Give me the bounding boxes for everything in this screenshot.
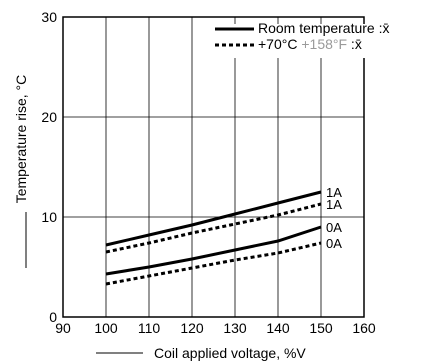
series-label-2: 1A: [326, 197, 342, 212]
series-line-4: [105, 241, 322, 286]
legend-label-1: Room temperature :x̄: [258, 20, 390, 36]
plot-border: [62, 16, 365, 318]
axis-ticks: 90 100 110 120 130 140 150 160 0 10 20 30: [41, 9, 375, 336]
y-tick-label-20: 20: [41, 109, 57, 125]
x-tick-label-140: 140: [266, 320, 290, 336]
x-tick-label-120: 120: [180, 320, 204, 336]
x-tick-label-100: 100: [94, 320, 118, 336]
y-tick-label-10: 10: [41, 209, 57, 225]
x-tick-label-110: 110: [138, 320, 161, 336]
legend: Room temperature :x̄+70°C +158°F :x̄: [211, 20, 407, 58]
series-label-3: 0A: [326, 220, 342, 235]
legend-label-2: +70°C +158°F :x̄: [258, 36, 362, 52]
x-tick-label-150: 150: [309, 320, 333, 336]
y-axis-title: Temperature rise, °C: [13, 75, 29, 204]
series-line-1: [105, 190, 322, 247]
x-axis-title: Coil applied voltage, %V: [154, 345, 306, 361]
plot-frame: [62, 16, 365, 318]
series-label-4: 0A: [326, 236, 342, 251]
series-line-2: [105, 202, 322, 254]
x-tick-label-90: 90: [55, 320, 71, 336]
x-tick-label-130: 130: [223, 320, 247, 336]
y-tick-label-30: 30: [41, 9, 57, 25]
x-tick-label-160: 160: [352, 320, 376, 336]
series-line-3: [105, 225, 322, 276]
grid: [63, 17, 364, 317]
series-label-1: 1A: [326, 185, 342, 200]
y-tick-label-0: 0: [49, 309, 57, 325]
